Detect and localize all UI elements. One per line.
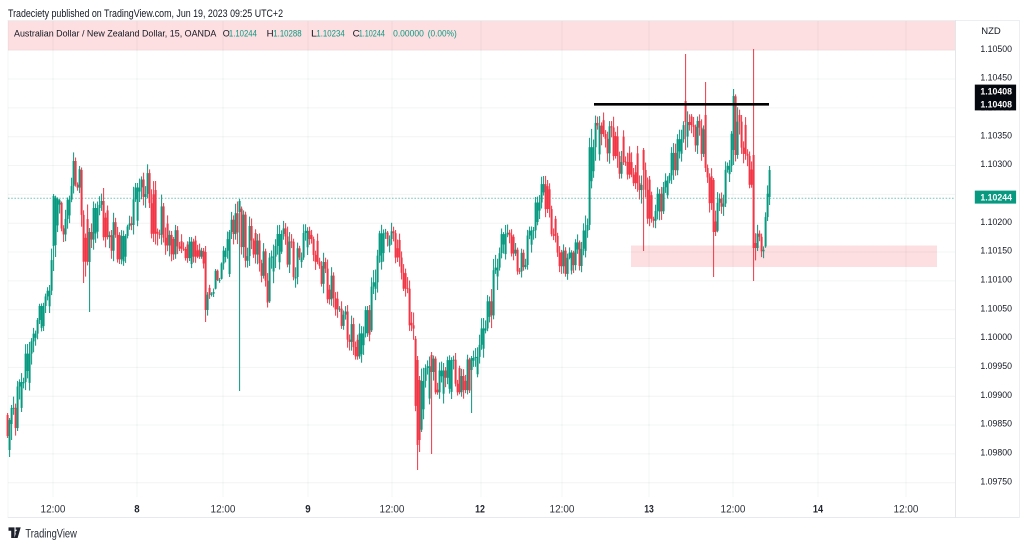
svg-text:1.10350: 1.10350 <box>980 130 1012 141</box>
svg-text:1.10000: 1.10000 <box>980 332 1012 343</box>
svg-text:1.09950: 1.09950 <box>980 361 1012 372</box>
svg-text:1.10050: 1.10050 <box>980 303 1012 314</box>
svg-text:1.10408: 1.10408 <box>980 86 1012 97</box>
svg-text:H: H <box>267 29 274 40</box>
svg-text:(0.00%): (0.00%) <box>428 29 457 40</box>
svg-text:1.10200: 1.10200 <box>980 217 1012 228</box>
svg-text:1.10244: 1.10244 <box>359 29 386 40</box>
svg-text:Australian Dollar / New Zealan: Australian Dollar / New Zealand Dollar, … <box>14 29 217 40</box>
svg-text:1.10150: 1.10150 <box>980 246 1012 257</box>
svg-text:C: C <box>353 29 360 40</box>
svg-text:TradingView: TradingView <box>25 528 77 540</box>
svg-text:12: 12 <box>475 503 485 515</box>
svg-text:1.09800: 1.09800 <box>980 448 1012 459</box>
svg-text:1.10244: 1.10244 <box>229 29 258 40</box>
svg-text:1.10288: 1.10288 <box>273 29 301 40</box>
svg-text:1.10450: 1.10450 <box>980 73 1012 84</box>
svg-text:0.00000: 0.00000 <box>393 29 424 40</box>
svg-text:12:00: 12:00 <box>380 503 405 515</box>
svg-text:1.10234: 1.10234 <box>316 29 345 40</box>
svg-text:L: L <box>311 29 318 40</box>
svg-text:1.10300: 1.10300 <box>980 159 1012 170</box>
svg-text:1.09850: 1.09850 <box>980 419 1012 430</box>
svg-text:12:00: 12:00 <box>721 503 746 515</box>
svg-text:1.10100: 1.10100 <box>980 275 1012 286</box>
svg-text:Tradeciety published on Tradin: Tradeciety published on TradingView.com,… <box>8 8 283 20</box>
svg-text:12:00: 12:00 <box>41 503 66 515</box>
svg-text:1.09750: 1.09750 <box>980 476 1012 487</box>
svg-text:1.10500: 1.10500 <box>980 44 1012 55</box>
svg-text:12:00: 12:00 <box>550 503 575 515</box>
svg-text:O: O <box>223 29 230 40</box>
svg-text:12:00: 12:00 <box>211 503 236 515</box>
svg-text:NZD: NZD <box>981 26 1001 37</box>
svg-text:14: 14 <box>813 503 824 515</box>
svg-text:8: 8 <box>134 503 139 515</box>
svg-text:9: 9 <box>305 503 310 515</box>
svg-text:1.09900: 1.09900 <box>980 390 1012 401</box>
svg-text:1.10244: 1.10244 <box>980 192 1012 203</box>
svg-text:1.10408: 1.10408 <box>980 99 1012 110</box>
svg-text:13: 13 <box>644 503 654 515</box>
svg-text:12:00: 12:00 <box>894 503 919 515</box>
